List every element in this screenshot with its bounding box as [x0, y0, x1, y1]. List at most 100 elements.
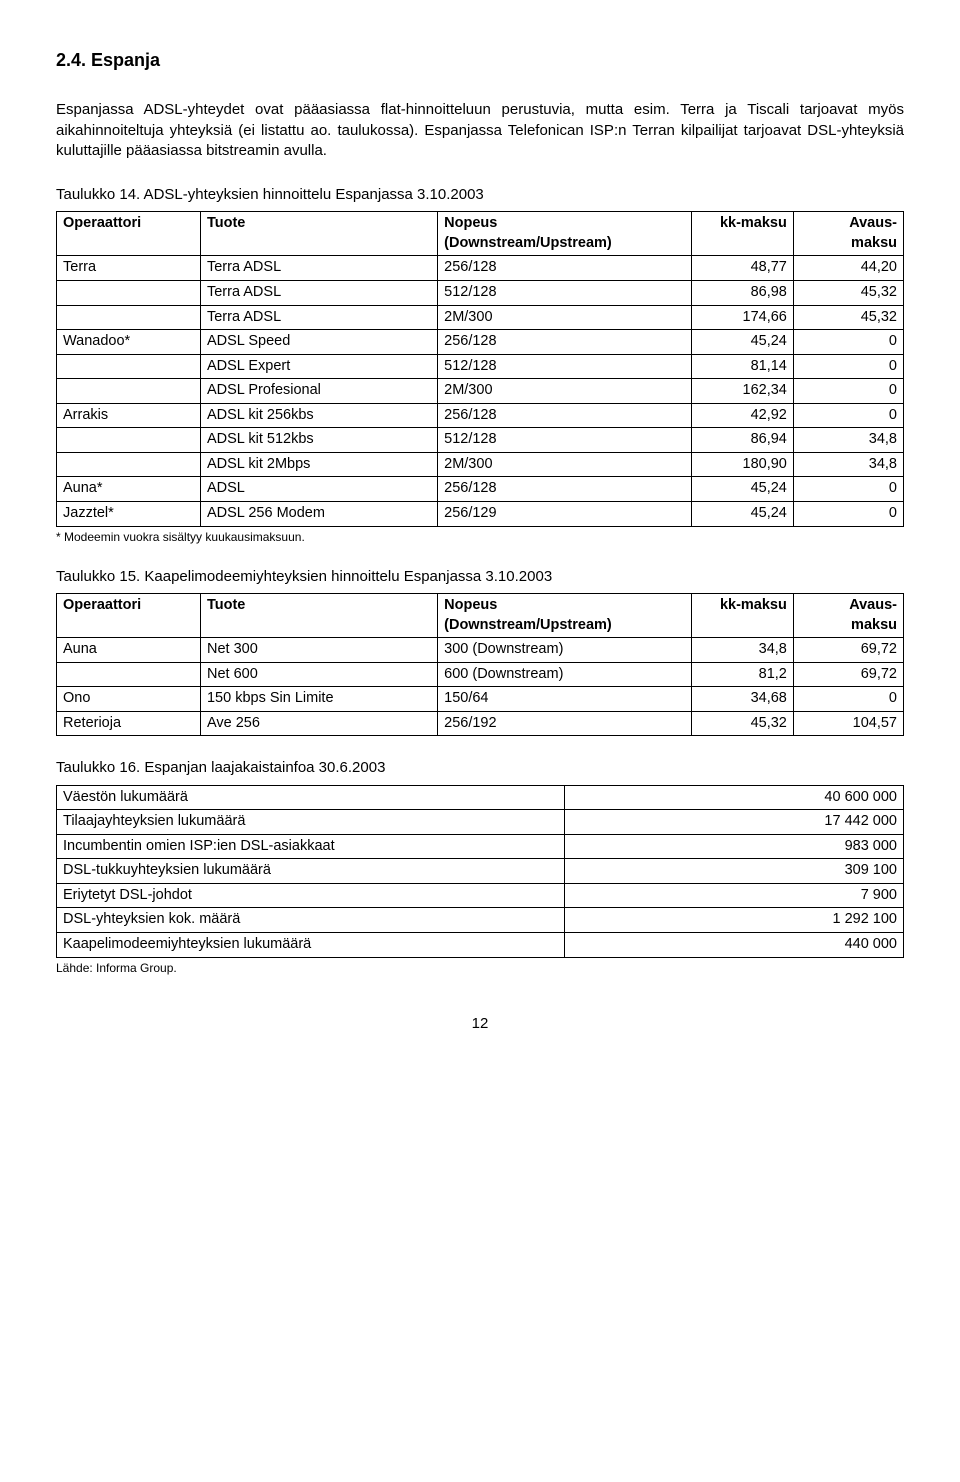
- cell: 2M/300: [438, 379, 692, 404]
- cell: ADSL kit 256kbs: [200, 403, 437, 428]
- cell: [57, 662, 201, 687]
- th-nopeus-l1: Nopeus: [444, 597, 497, 613]
- cell: 0: [793, 403, 903, 428]
- cell: [57, 354, 201, 379]
- table-row: Incumbentin omien ISP:ien DSL-asiakkaat9…: [57, 834, 904, 859]
- cell: ADSL: [200, 477, 437, 502]
- cell: 48,77: [692, 256, 794, 281]
- cell: Auna*: [57, 477, 201, 502]
- info-value: 7 900: [565, 883, 904, 908]
- info-label: Tilaajayhteyksien lukumäärä: [57, 810, 565, 835]
- table15-caption: Taulukko 15. Kaapelimodeemiyhteyksien hi…: [56, 567, 904, 587]
- cell: 300 (Downstream): [438, 638, 692, 663]
- table-row: DSL-yhteyksien kok. määrä1 292 100: [57, 908, 904, 933]
- cell: Auna: [57, 638, 201, 663]
- cell: ADSL kit 2Mbps: [200, 452, 437, 477]
- th-av-l2: maksu: [851, 235, 897, 251]
- cell: 512/128: [438, 354, 692, 379]
- table15: Operaattori Tuote Nopeus (Downstream/Ups…: [56, 593, 904, 736]
- table-row: ADSL kit 512kbs512/12886,9434,8: [57, 428, 904, 453]
- table16-footnote: Lähde: Informa Group.: [56, 960, 904, 976]
- cell: 0: [793, 330, 903, 355]
- table14: Operaattori Tuote Nopeus (Downstream/Ups…: [56, 211, 904, 526]
- th-tuote: Tuote: [200, 212, 437, 256]
- table-row: Wanadoo*ADSL Speed256/12845,240: [57, 330, 904, 355]
- table-row: Väestön lukumäärä40 600 000: [57, 785, 904, 810]
- table-row: ADSL Profesional2M/300162,340: [57, 379, 904, 404]
- cell: 34,68: [692, 687, 794, 712]
- cell: ADSL 256 Modem: [200, 502, 437, 527]
- cell: 0: [793, 354, 903, 379]
- cell: 42,92: [692, 403, 794, 428]
- cell: 0: [793, 502, 903, 527]
- info-label: Väestön lukumäärä: [57, 785, 565, 810]
- cell: 45,24: [692, 502, 794, 527]
- cell: 104,57: [793, 711, 903, 736]
- cell: 45,32: [692, 711, 794, 736]
- cell: 69,72: [793, 638, 903, 663]
- cell: 45,24: [692, 330, 794, 355]
- cell: 86,98: [692, 280, 794, 305]
- cell: 256/128: [438, 256, 692, 281]
- table14-header-row: Operaattori Tuote Nopeus (Downstream/Ups…: [57, 212, 904, 256]
- table-row: AunaNet 300300 (Downstream)34,869,72: [57, 638, 904, 663]
- cell: 512/128: [438, 428, 692, 453]
- cell: Ono: [57, 687, 201, 712]
- cell: 81,14: [692, 354, 794, 379]
- info-label: Incumbentin omien ISP:ien DSL-asiakkaat: [57, 834, 565, 859]
- table-row: Jazztel*ADSL 256 Modem256/12945,240: [57, 502, 904, 527]
- table-row: Kaapelimodeemiyhteyksien lukumäärä440 00…: [57, 933, 904, 958]
- info-label: DSL-yhteyksien kok. määrä: [57, 908, 565, 933]
- th-nopeus: Nopeus (Downstream/Upstream): [438, 594, 692, 638]
- cell: 34,8: [793, 428, 903, 453]
- cell: 256/129: [438, 502, 692, 527]
- cell: 256/128: [438, 403, 692, 428]
- cell: 0: [793, 477, 903, 502]
- cell: Reterioja: [57, 711, 201, 736]
- table14-caption: Taulukko 14. ADSL-yhteyksien hinnoittelu…: [56, 185, 904, 205]
- page-number: 12: [56, 1014, 904, 1034]
- table-row: TerraTerra ADSL256/12848,7744,20: [57, 256, 904, 281]
- cell: 86,94: [692, 428, 794, 453]
- table-row: Net 600600 (Downstream)81,269,72: [57, 662, 904, 687]
- cell: 69,72: [793, 662, 903, 687]
- info-value: 40 600 000: [565, 785, 904, 810]
- table-row: Eriytetyt DSL-johdot7 900: [57, 883, 904, 908]
- info-label: Kaapelimodeemiyhteyksien lukumäärä: [57, 933, 565, 958]
- th-av-l1: Avaus-: [849, 215, 897, 231]
- table-row: ADSL Expert512/12881,140: [57, 354, 904, 379]
- table-row: ReteriojaAve 256256/19245,32104,57: [57, 711, 904, 736]
- info-value: 1 292 100: [565, 908, 904, 933]
- th-av-l1: Avaus-: [849, 597, 897, 613]
- th-kkmaksu: kk-maksu: [692, 212, 794, 256]
- cell: 45,24: [692, 477, 794, 502]
- intro-paragraph: Espanjassa ADSL-yhteydet ovat pääasiassa…: [56, 100, 904, 161]
- table16-caption: Taulukko 16. Espanjan laajakaistainfoa 3…: [56, 758, 904, 778]
- info-value: 17 442 000: [565, 810, 904, 835]
- cell: ADSL Speed: [200, 330, 437, 355]
- cell: Terra: [57, 256, 201, 281]
- info-value: 440 000: [565, 933, 904, 958]
- th-avausmaksu: Avaus- maksu: [793, 594, 903, 638]
- table15-header-row: Operaattori Tuote Nopeus (Downstream/Ups…: [57, 594, 904, 638]
- cell: 45,32: [793, 280, 903, 305]
- cell: Jazztel*: [57, 502, 201, 527]
- th-operaattori: Operaattori: [57, 212, 201, 256]
- cell: ADSL Profesional: [200, 379, 437, 404]
- info-value: 309 100: [565, 859, 904, 884]
- cell: 81,2: [692, 662, 794, 687]
- cell: Net 600: [200, 662, 437, 687]
- cell: 180,90: [692, 452, 794, 477]
- cell: 2M/300: [438, 452, 692, 477]
- cell: 174,66: [692, 305, 794, 330]
- th-av-l2: maksu: [851, 617, 897, 633]
- cell: 150 kbps Sin Limite: [200, 687, 437, 712]
- cell: [57, 428, 201, 453]
- table-row: Tilaajayhteyksien lukumäärä17 442 000: [57, 810, 904, 835]
- cell: ADSL kit 512kbs: [200, 428, 437, 453]
- cell: 45,32: [793, 305, 903, 330]
- cell: ADSL Expert: [200, 354, 437, 379]
- table-row: ArrakisADSL kit 256kbs256/12842,920: [57, 403, 904, 428]
- th-nopeus-l2: (Downstream/Upstream): [444, 235, 612, 251]
- th-tuote: Tuote: [200, 594, 437, 638]
